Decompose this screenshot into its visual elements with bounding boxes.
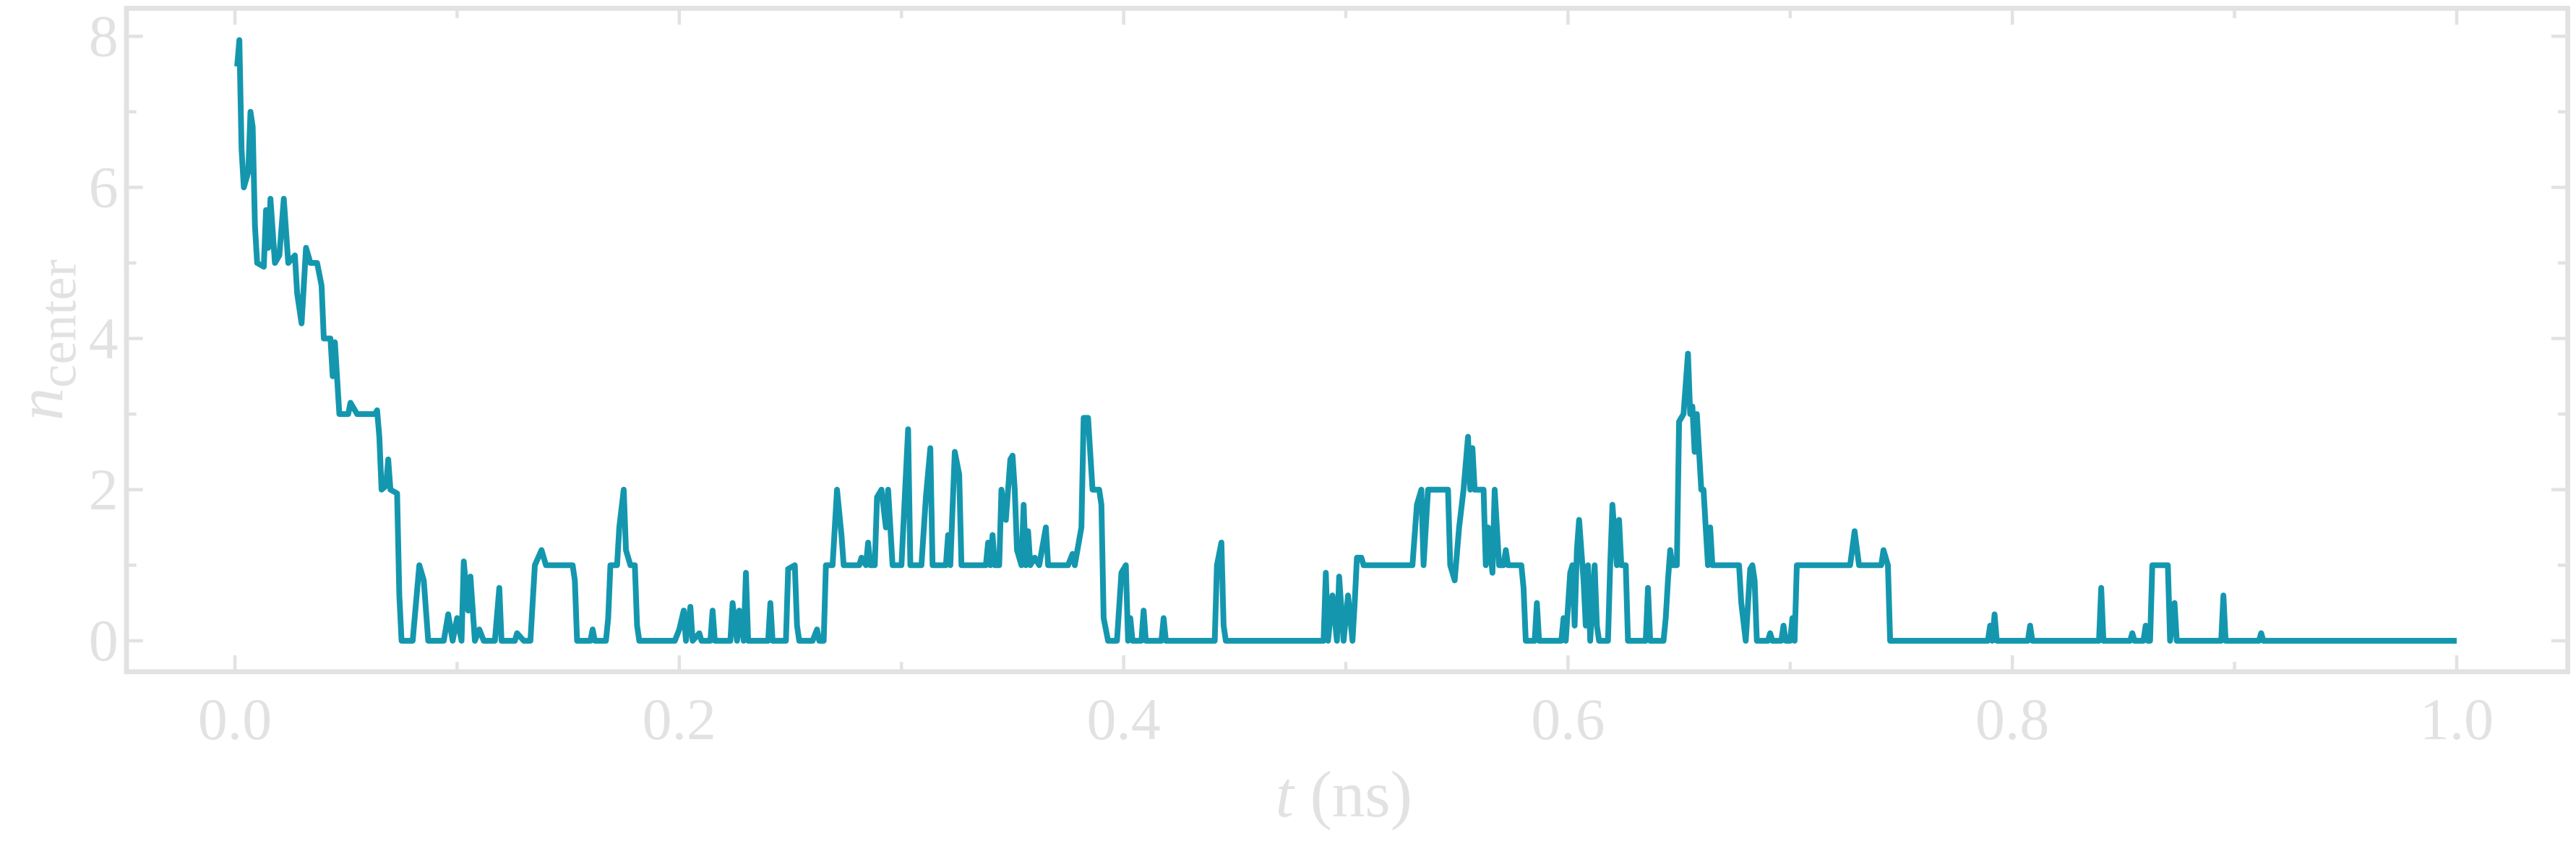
- x-label-symbol: t: [1276, 758, 1296, 831]
- x-tick-label: 0.6: [1531, 686, 1605, 752]
- y-tick-label: 2: [89, 457, 119, 522]
- x-tick-label: 0.0: [198, 686, 272, 752]
- plot-frame: [124, 6, 2571, 675]
- y-label-subscript: center: [29, 259, 87, 388]
- x-tick-label: 1.0: [2420, 686, 2494, 752]
- x-axis-label: t (ns): [1276, 758, 1412, 831]
- y-label-symbol: n: [4, 388, 77, 420]
- x-tick-label: 0.2: [643, 686, 716, 752]
- y-tick-label: 4: [89, 306, 119, 371]
- x-tick-label: 0.4: [1086, 686, 1160, 752]
- x-tick-label: 0.8: [1975, 686, 2049, 752]
- y-tick-label: 0: [89, 608, 119, 673]
- y-tick-label: 8: [89, 3, 119, 69]
- x-label-unit: (ns): [1310, 758, 1412, 831]
- y-axis-label: ncenter: [4, 259, 87, 420]
- data-line: [234, 37, 2457, 644]
- y-tick-label: 6: [89, 155, 119, 220]
